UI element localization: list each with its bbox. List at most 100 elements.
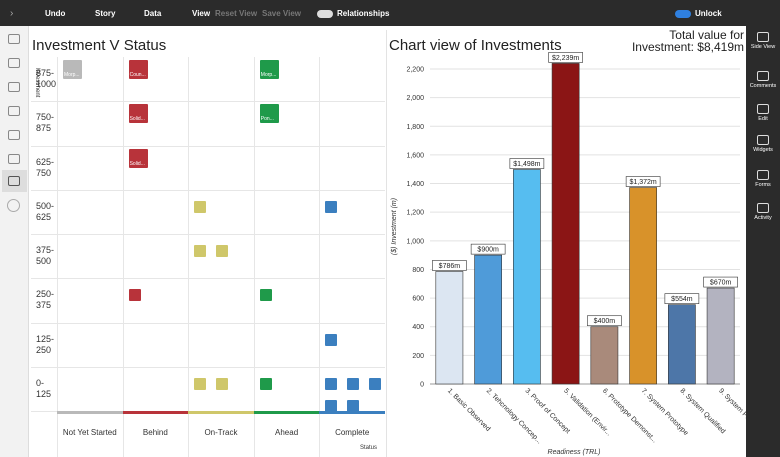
reset-view-button[interactable]: Reset View [215,9,258,18]
unlock-toggle[interactable] [675,10,691,18]
sidebar-label[interactable]: Activity [754,215,772,221]
card[interactable] [216,245,229,257]
column-line [319,57,321,457]
value-label-box [509,158,545,169]
bar [668,304,696,385]
bar [629,187,657,385]
value-label: $786m [439,263,461,270]
card[interactable] [325,200,338,213]
card-label: Solid... [129,116,145,123]
sidebar-icon[interactable] [8,176,20,186]
row-label: 625-750 [36,156,55,178]
story-button[interactable]: Story [95,9,116,18]
undo-button[interactable]: Undo [45,9,66,18]
y-tick-label: 2,200 [406,67,424,74]
row-label: 250-375 [36,289,55,311]
bar [513,169,541,385]
expand-icon[interactable]: › [10,8,14,19]
chart-title: Chart view of Investments [389,37,562,54]
sidebar-label[interactable]: Forms [755,182,771,188]
value-label: $400m [594,318,616,325]
card[interactable] [347,399,360,412]
row-label: 875-1000 [36,68,57,90]
card[interactable] [347,377,360,390]
y-tick-label: 2,000 [406,95,424,102]
column-label: On-Track [204,428,238,437]
sidebar-icon[interactable] [757,170,769,180]
card[interactable] [325,399,338,412]
value-label: $900m [477,247,499,254]
status-bar [122,411,189,414]
view-button[interactable]: View [192,9,211,18]
card[interactable] [194,245,207,257]
matrix-title: Investment V Status [32,37,167,54]
sidebar-label[interactable]: Widgets [753,147,773,153]
data-button[interactable]: Data [144,9,162,18]
card[interactable] [259,289,272,302]
sidebar-icon[interactable] [757,135,769,145]
status-bar [57,411,123,414]
bar [590,326,619,385]
row-label: 0-125 [36,377,52,399]
relationships-label: Relationships [337,9,390,18]
status-bar [188,411,254,414]
x-axis-label: Readiness (TRL) [548,449,601,456]
column-line [188,57,190,457]
sidebar-label[interactable]: Edit [758,116,768,122]
sidebar-icon[interactable] [757,32,769,42]
sidebar-label[interactable]: Side View [750,44,776,50]
sidebar-icon[interactable] [8,130,20,140]
y-tick-label: 400 [412,324,424,331]
card-label: Pon... [260,116,274,123]
card[interactable] [259,377,272,390]
divider [386,30,387,457]
sidebar-icon[interactable] [8,58,20,68]
y-tick-label: 0 [420,382,424,389]
relationships-toggle[interactable] [317,10,333,18]
bar [551,63,580,385]
value-label-box [625,176,661,187]
card[interactable] [369,377,382,390]
column-label: Not Yet Started [62,428,117,437]
card[interactable]: Solid... [128,104,148,124]
card[interactable]: Solid... [128,148,148,168]
sidebar-icon[interactable] [8,82,20,92]
save-view-button[interactable]: Save View [262,9,301,18]
card-label: Morp... [260,72,277,78]
sidebar-icon[interactable] [8,154,20,164]
card[interactable] [194,377,207,390]
card[interactable] [325,377,338,390]
card[interactable]: Coun... [128,60,148,79]
sidebar-icon[interactable] [757,104,769,114]
sidebar-icon[interactable] [8,34,20,44]
column-line [253,57,255,457]
card[interactable] [325,333,338,346]
column-label: Behind [142,428,168,437]
add-icon[interactable] [7,199,20,212]
row-line [31,278,385,280]
sidebar-icon[interactable] [757,203,769,213]
value-label: $1,372m [630,179,657,186]
sidebar-icon[interactable] [8,106,20,116]
row-label: 125-250 [36,333,55,355]
card[interactable]: Pon... [259,104,279,124]
y-tick-label: 600 [412,296,424,303]
y-tick-label: 1,200 [406,210,424,217]
column-line [122,57,124,457]
value-label-box [470,243,506,255]
value-label: $670m [710,280,732,287]
card[interactable] [216,377,229,390]
value-label: $1,498m [513,161,540,168]
column-label: Ahead [275,428,299,437]
sidebar-selected[interactable] [2,170,27,192]
sidebar-icon[interactable] [757,71,769,81]
card[interactable] [128,289,141,302]
card[interactable] [194,200,207,213]
chart: 0 200 400 600 800 1,000 1,200 1,400 1,600 1,800 2,… [391,52,746,456]
y-tick-label: 800 [412,267,424,274]
value-label-box [587,315,622,327]
sidebar-label[interactable]: Comments [749,83,777,89]
card[interactable]: Morp... [63,60,82,79]
card[interactable]: Morp... [259,60,279,79]
x-axis-label: Status [360,445,378,451]
